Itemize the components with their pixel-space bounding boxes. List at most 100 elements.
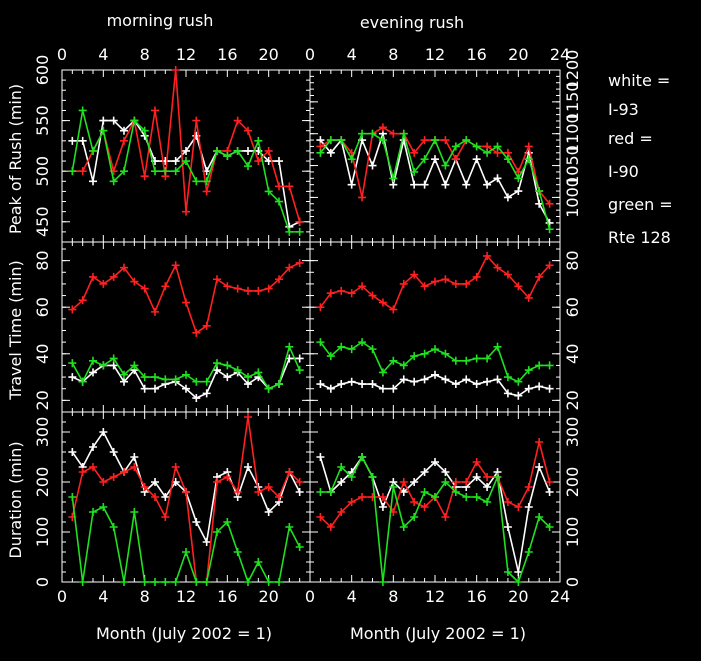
- x-tick-label-top: 0: [57, 45, 67, 64]
- x-tick-label-bottom: 20: [508, 587, 528, 606]
- data-point-i-90: [68, 305, 77, 314]
- data-point-i-93: [462, 375, 471, 384]
- data-point-rte-128: [99, 126, 108, 135]
- data-point-i-93: [337, 478, 346, 486]
- data-point-rte-128: [441, 349, 450, 358]
- data-point-i-90: [451, 155, 460, 164]
- data-point-rte-128: [420, 488, 429, 496]
- data-point-i-93: [68, 136, 77, 145]
- data-point-i-90: [472, 458, 481, 466]
- data-point-i-93: [337, 380, 346, 389]
- data-point-rte-128: [358, 453, 367, 461]
- x-tick-label-top: 20: [508, 45, 528, 64]
- y-tick-label: 300: [33, 417, 52, 448]
- data-point-rte-128: [389, 174, 398, 183]
- data-point-i-93: [182, 146, 190, 155]
- x-tick-label-top: 8: [388, 45, 398, 64]
- data-point-rte-128: [524, 366, 533, 375]
- data-point-i-90: [130, 277, 139, 286]
- data-point-i-90: [358, 282, 367, 291]
- y-tick-label: 60: [33, 297, 52, 317]
- data-point-i-93: [514, 187, 523, 196]
- data-point-i-93: [410, 180, 419, 189]
- data-point-i-93: [347, 180, 356, 189]
- data-point-i-90: [347, 289, 356, 298]
- series-line-peak-evening-rte-128: [319, 132, 551, 230]
- data-point-i-90: [161, 282, 170, 291]
- data-point-rte-128: [347, 473, 356, 481]
- data-point-rte-128: [89, 508, 97, 516]
- data-point-rte-128: [78, 377, 87, 386]
- data-point-rte-128: [316, 148, 325, 157]
- y-tick-label: 40: [33, 344, 52, 364]
- data-point-rte-128: [462, 136, 471, 145]
- data-point-rte-128: [431, 345, 439, 354]
- data-point-i-93: [244, 146, 252, 155]
- data-point-i-93: [99, 428, 108, 436]
- data-point-rte-128: [130, 508, 139, 516]
- data-point-i-90: [524, 142, 533, 151]
- data-point-rte-128: [140, 578, 149, 586]
- data-point-i-90: [316, 303, 325, 312]
- data-point-rte-128: [264, 187, 273, 196]
- data-point-rte-128: [378, 368, 387, 377]
- data-point-i-90: [182, 298, 190, 307]
- data-point-rte-128: [399, 523, 408, 531]
- data-point-i-90: [545, 261, 554, 270]
- data-point-i-90: [535, 438, 544, 446]
- series-line-duration-morning-rte-128: [71, 496, 301, 585]
- data-point-i-90: [254, 157, 263, 166]
- data-point-i-90: [202, 187, 211, 196]
- data-point-i-90: [410, 270, 419, 279]
- data-point-i-93: [192, 518, 201, 526]
- data-point-i-93: [441, 468, 450, 476]
- data-point-rte-128: [431, 136, 439, 145]
- data-point-i-90: [493, 263, 502, 272]
- data-point-rte-128: [244, 373, 252, 382]
- data-point-rte-128: [151, 373, 159, 382]
- data-point-rte-128: [493, 342, 502, 351]
- data-point-i-93: [431, 155, 439, 164]
- data-point-rte-128: [420, 349, 429, 358]
- data-point-rte-128: [545, 523, 554, 531]
- x-tick-label-top: 20: [258, 45, 278, 64]
- data-point-rte-128: [295, 227, 304, 236]
- data-point-i-90: [451, 478, 460, 486]
- y-tick-label: 1050: [563, 145, 582, 186]
- x-tick-label-bottom: 16: [466, 587, 486, 606]
- data-point-rte-128: [223, 152, 232, 160]
- data-point-i-93: [89, 443, 97, 451]
- legend: white = I-93 red = I-90 green = Rte 128: [608, 71, 673, 247]
- data-point-rte-128: [503, 155, 512, 164]
- data-point-i-90: [254, 286, 263, 295]
- data-point-rte-128: [514, 578, 523, 586]
- data-point-i-90: [399, 279, 408, 288]
- data-point-i-93: [472, 380, 481, 389]
- data-point-i-90: [347, 498, 356, 506]
- data-point-i-93: [441, 375, 450, 384]
- data-point-i-90: [213, 478, 221, 486]
- data-point-i-90: [223, 473, 232, 481]
- data-point-i-93: [213, 366, 221, 375]
- data-point-i-93: [316, 380, 325, 389]
- data-point-rte-128: [109, 177, 118, 186]
- data-point-rte-128: [233, 548, 242, 556]
- data-point-rte-128: [493, 142, 502, 151]
- data-point-rte-128: [399, 361, 408, 370]
- data-point-i-93: [109, 448, 118, 456]
- data-point-i-90: [264, 146, 273, 155]
- data-point-rte-128: [233, 366, 242, 375]
- data-point-i-90: [295, 217, 304, 226]
- data-point-rte-128: [89, 356, 97, 365]
- data-point-i-90: [264, 483, 273, 491]
- data-point-i-90: [192, 328, 201, 337]
- data-point-rte-128: [275, 197, 283, 206]
- panel-frame-r0-c0: [61, 69, 311, 243]
- data-point-i-93: [483, 180, 492, 189]
- panel-frame-r1-c1: [309, 241, 561, 413]
- data-point-i-90: [462, 279, 471, 288]
- y-tick-label: 550: [33, 105, 52, 136]
- legend-line-4: I-90: [608, 162, 639, 181]
- data-point-i-90: [192, 116, 201, 125]
